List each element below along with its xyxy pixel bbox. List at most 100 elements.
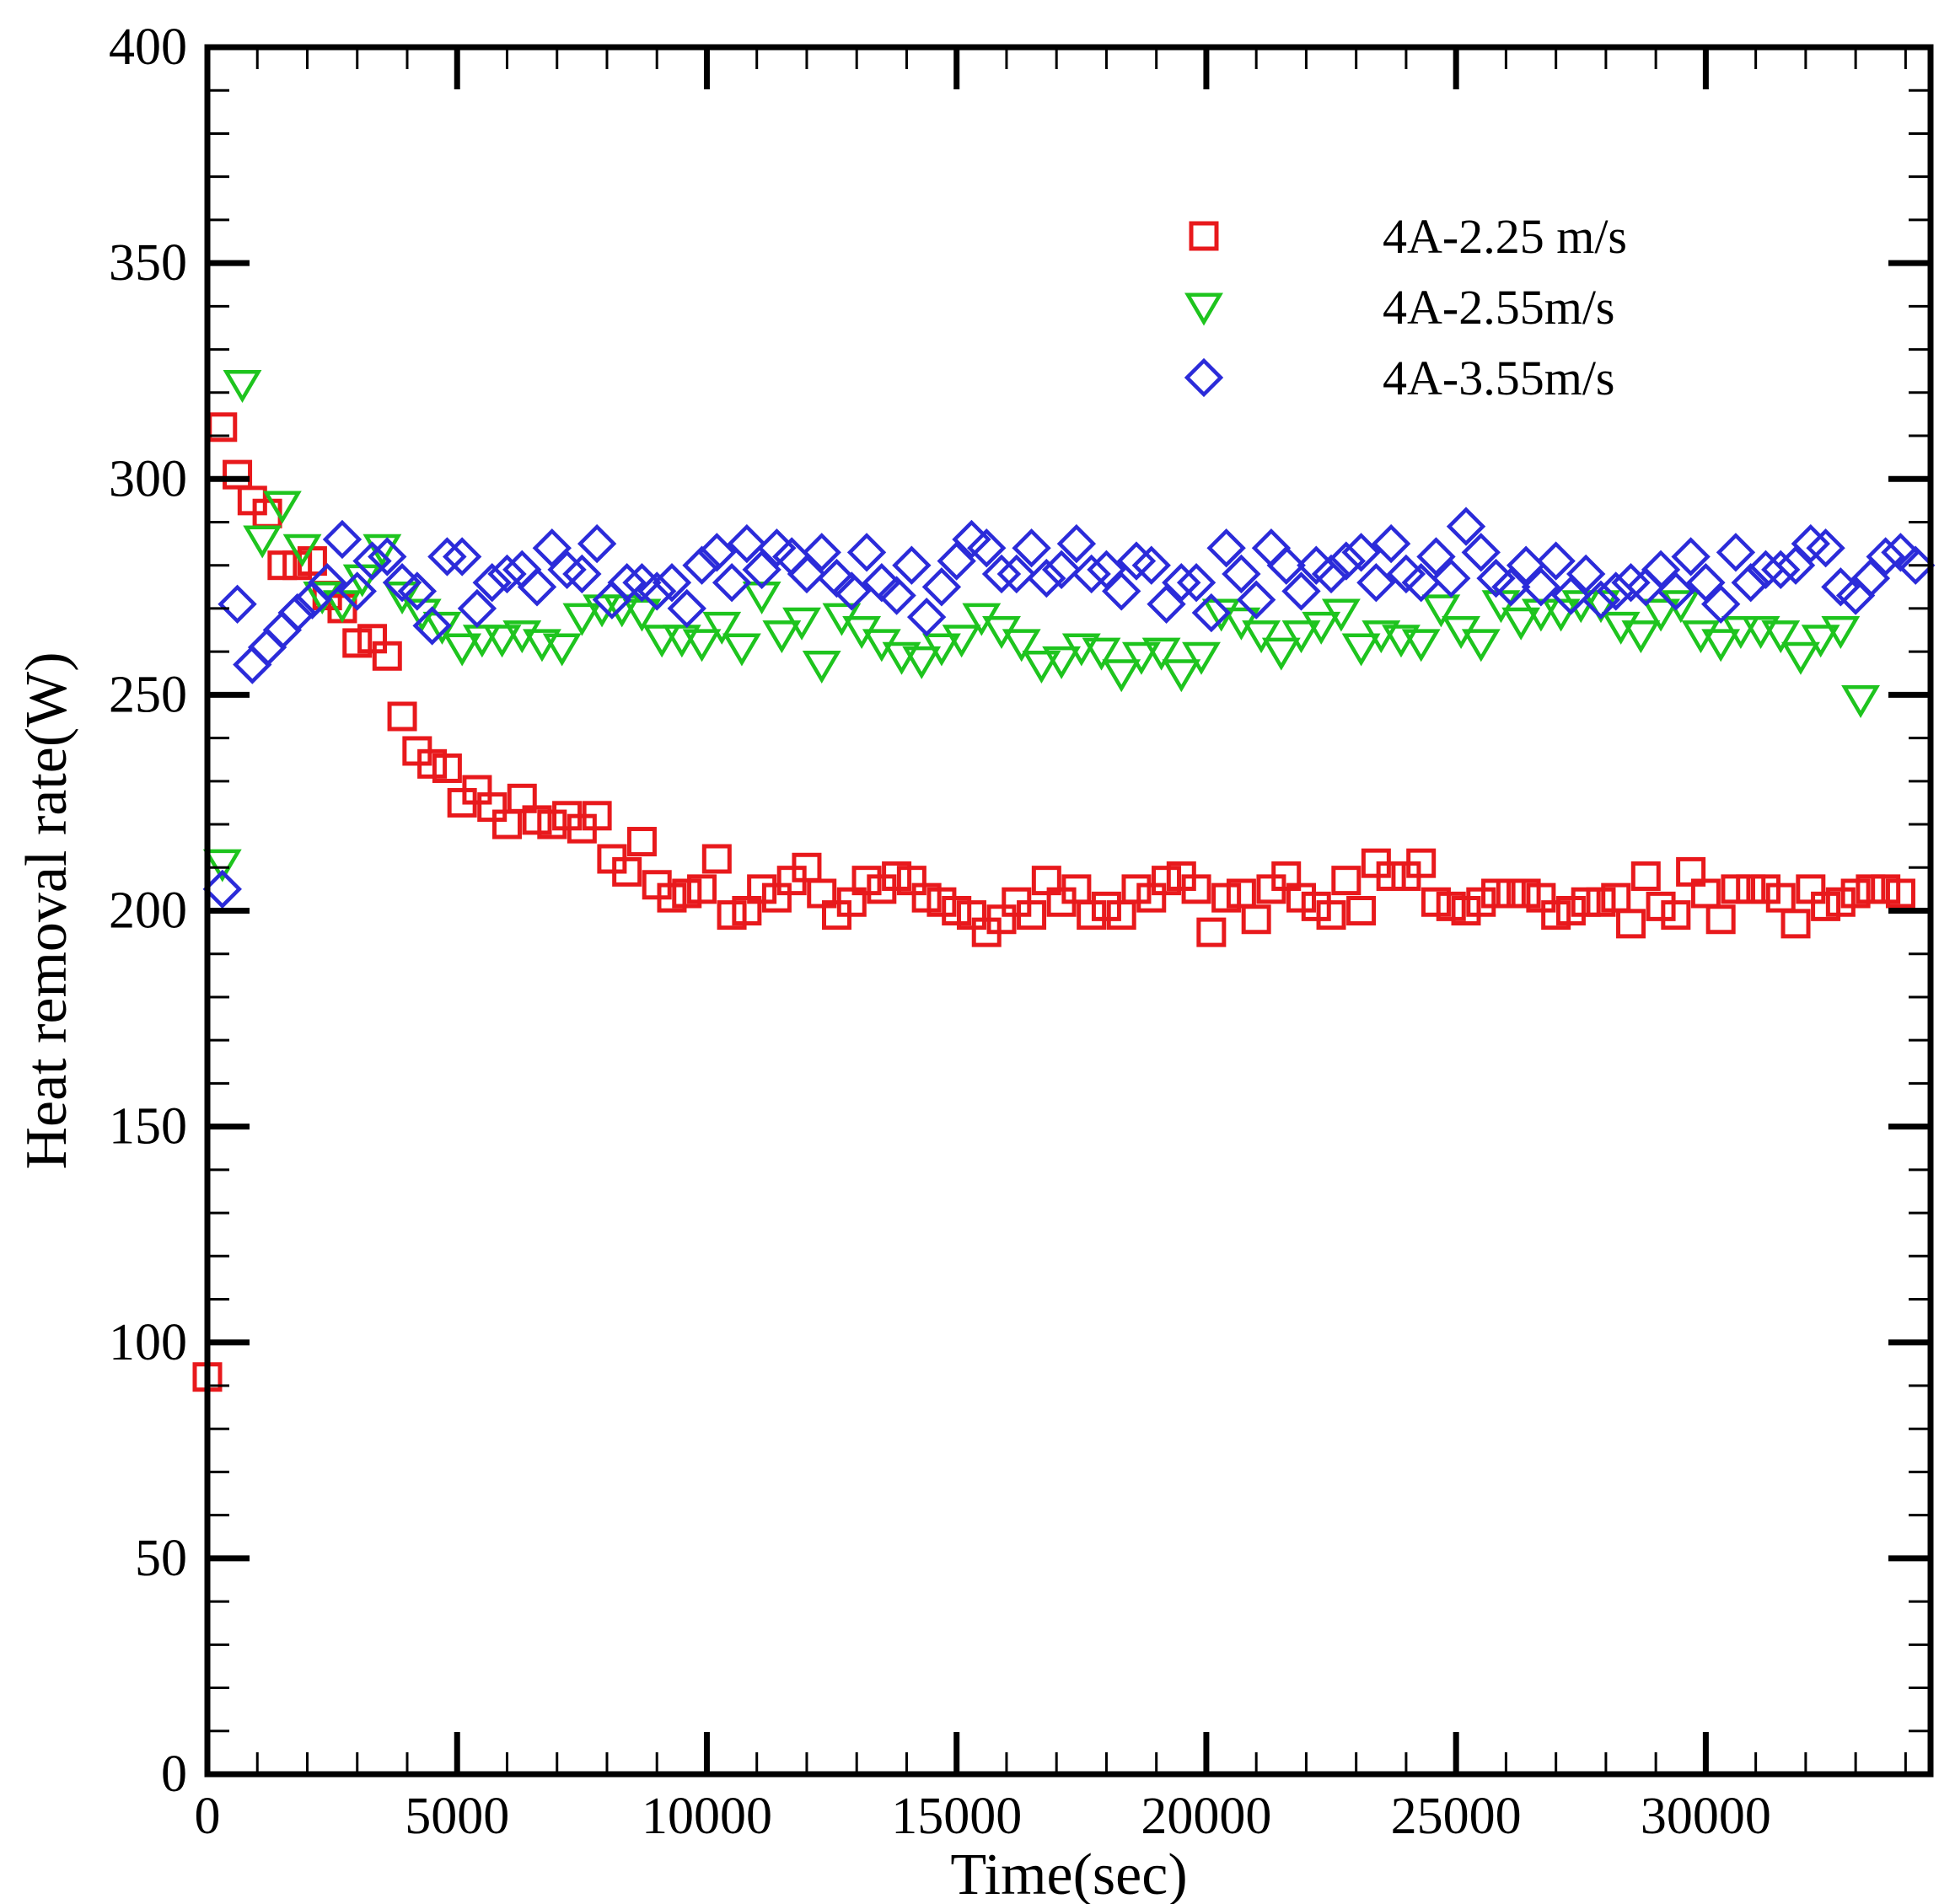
data-point xyxy=(1091,891,1121,921)
data-point xyxy=(1856,874,1886,904)
data-point xyxy=(352,541,392,581)
data-point xyxy=(1825,887,1856,917)
data-point xyxy=(1346,896,1377,925)
data-point xyxy=(1236,580,1276,619)
data-point xyxy=(742,550,781,590)
data-point xyxy=(532,528,572,568)
data-point xyxy=(642,625,682,658)
data-point xyxy=(1840,878,1871,909)
data-point xyxy=(1136,882,1167,913)
data-point xyxy=(308,563,347,603)
data-point xyxy=(387,701,417,732)
data-point xyxy=(882,861,912,892)
data-point xyxy=(1871,874,1901,904)
data-point xyxy=(846,533,887,572)
data-point xyxy=(1436,891,1466,921)
data-point xyxy=(1082,637,1121,671)
data-point xyxy=(1326,541,1366,581)
data-point xyxy=(443,633,482,667)
data-point xyxy=(687,874,717,904)
data-point xyxy=(357,624,388,654)
data-point xyxy=(368,537,407,577)
data-point xyxy=(267,550,298,581)
data-point xyxy=(1071,554,1111,594)
data-point xyxy=(956,900,986,931)
data-point xyxy=(942,625,981,658)
data-point xyxy=(262,491,302,524)
data-point xyxy=(397,571,438,611)
data-point xyxy=(836,887,867,917)
data-point xyxy=(1566,554,1606,594)
data-point xyxy=(722,633,761,667)
data-point xyxy=(1162,659,1201,693)
data-point xyxy=(1141,637,1181,671)
data-point xyxy=(672,878,702,909)
data-point xyxy=(1850,558,1891,598)
data-point xyxy=(202,869,242,909)
data-point xyxy=(1121,641,1161,675)
legend-marker xyxy=(1184,357,1224,398)
data-point xyxy=(1281,571,1321,611)
y-axis-title: Heat removal rate(W) xyxy=(14,652,79,1169)
y-tick-label: 300 xyxy=(109,450,187,507)
y-tick-label: 50 xyxy=(135,1530,187,1587)
x-axis-title: Time(sec) xyxy=(950,1842,1187,1904)
data-point xyxy=(491,809,522,839)
data-point xyxy=(1022,651,1061,684)
data-point xyxy=(1446,507,1486,546)
data-point xyxy=(487,554,527,594)
data-point xyxy=(1750,874,1780,904)
data-point xyxy=(1721,616,1760,650)
data-point xyxy=(1646,891,1676,921)
data-point xyxy=(1616,909,1646,939)
data-point xyxy=(937,541,976,581)
data-point xyxy=(457,588,497,629)
data-point xyxy=(1121,874,1152,904)
data-point xyxy=(802,651,841,684)
y-tick-label: 150 xyxy=(109,1098,187,1156)
legend: 4A-2.25 m/s 4A-2.55m/s 4A-3.55m/s xyxy=(1184,209,1627,405)
data-point xyxy=(1266,545,1306,585)
data-point xyxy=(1641,598,1681,632)
data-point xyxy=(1152,866,1182,896)
data-point xyxy=(243,525,282,559)
data-point xyxy=(522,805,552,835)
data-point xyxy=(472,563,512,603)
data-point xyxy=(612,856,642,887)
data-point xyxy=(422,611,462,645)
data-point xyxy=(1705,904,1736,935)
data-point xyxy=(1356,563,1396,603)
data-point xyxy=(1031,866,1061,896)
data-point xyxy=(427,537,467,577)
data-point xyxy=(1781,641,1820,675)
data-point xyxy=(1012,528,1051,568)
data-point xyxy=(1491,567,1531,607)
data-point xyxy=(762,620,802,654)
data-point xyxy=(223,370,262,404)
data-point xyxy=(582,801,612,831)
data-point xyxy=(1331,866,1362,896)
data-point xyxy=(1746,550,1786,590)
data-point xyxy=(1421,594,1461,628)
data-point xyxy=(1421,887,1451,917)
data-point xyxy=(747,874,777,904)
x-tick-label: 25000 xyxy=(1391,1788,1522,1845)
data-point xyxy=(542,633,582,667)
data-point xyxy=(1056,523,1097,564)
data-point xyxy=(1765,882,1796,913)
data-point xyxy=(1551,576,1591,615)
data-point xyxy=(761,882,792,913)
data-point xyxy=(1736,874,1766,904)
legend-label: 4A-2.55m/s xyxy=(1383,280,1615,335)
data-point xyxy=(417,748,448,779)
data-point xyxy=(967,528,1007,568)
data-point xyxy=(1701,629,1741,662)
data-point xyxy=(1017,900,1047,931)
data-point xyxy=(1311,554,1351,594)
data-point xyxy=(1611,563,1651,603)
data-point xyxy=(322,519,363,560)
data-point xyxy=(363,534,402,567)
data-point xyxy=(832,571,872,611)
data-point xyxy=(877,576,916,615)
data-point xyxy=(1181,874,1211,904)
